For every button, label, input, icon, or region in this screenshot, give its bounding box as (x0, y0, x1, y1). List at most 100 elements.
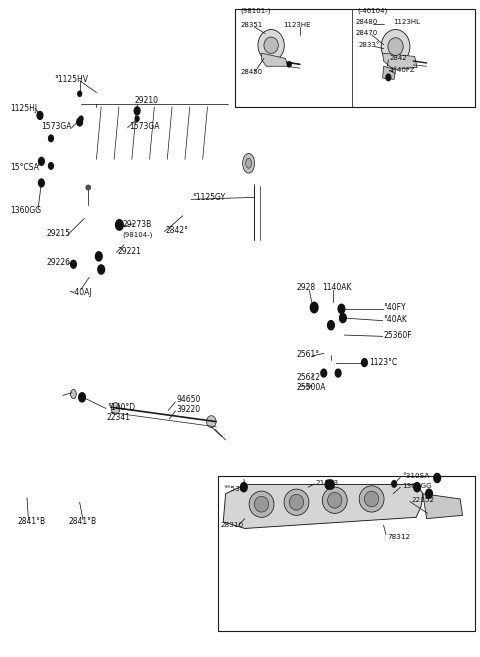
Ellipse shape (86, 185, 91, 190)
Circle shape (96, 252, 102, 261)
Polygon shape (84, 215, 94, 238)
Circle shape (288, 62, 291, 67)
Text: 29273B: 29273B (123, 220, 152, 229)
Text: 25612: 25612 (297, 373, 321, 382)
Ellipse shape (323, 487, 347, 513)
Circle shape (327, 321, 334, 330)
Ellipse shape (47, 131, 55, 146)
Ellipse shape (33, 395, 47, 409)
Circle shape (37, 112, 43, 120)
Ellipse shape (388, 37, 403, 55)
Text: 2842: 2842 (389, 55, 407, 61)
Text: 21133: 21133 (316, 480, 339, 486)
Text: 29210: 29210 (135, 96, 159, 105)
Polygon shape (29, 415, 52, 420)
Circle shape (338, 304, 345, 313)
Text: 2561°: 2561° (297, 350, 320, 359)
Ellipse shape (324, 339, 337, 357)
Polygon shape (325, 328, 336, 340)
Circle shape (327, 480, 334, 489)
Text: 94650: 94650 (177, 395, 201, 404)
Text: 15°CSA: 15°CSA (10, 164, 39, 172)
Text: 2833°: 2833° (359, 42, 380, 48)
Circle shape (426, 489, 432, 498)
Circle shape (414, 483, 420, 491)
Text: 2928: 2928 (297, 283, 316, 292)
Text: 29221: 29221 (118, 246, 142, 256)
Text: 25500A: 25500A (297, 383, 326, 392)
Text: 39220: 39220 (177, 405, 201, 415)
Ellipse shape (111, 403, 120, 415)
Ellipse shape (65, 472, 75, 489)
Text: (98104-): (98104-) (123, 231, 153, 238)
Text: 28480: 28480 (356, 19, 378, 26)
Bar (235, 9, 475, 107)
Ellipse shape (42, 469, 53, 487)
Circle shape (79, 116, 83, 122)
Circle shape (48, 135, 53, 142)
Ellipse shape (323, 356, 339, 369)
Circle shape (361, 359, 367, 367)
Polygon shape (306, 301, 338, 317)
Ellipse shape (284, 489, 309, 515)
Polygon shape (223, 484, 423, 528)
Text: 1123°C: 1123°C (369, 358, 397, 367)
Circle shape (240, 483, 247, 491)
Circle shape (38, 179, 44, 187)
Circle shape (434, 474, 441, 483)
Ellipse shape (324, 317, 338, 333)
Text: °°530°: °°530° (223, 486, 248, 492)
Polygon shape (62, 144, 239, 179)
Ellipse shape (264, 37, 278, 53)
Ellipse shape (258, 30, 284, 61)
Ellipse shape (323, 366, 339, 380)
Ellipse shape (359, 486, 384, 512)
Text: 1123HL: 1123HL (393, 19, 420, 26)
Polygon shape (91, 243, 108, 271)
Text: 28450: 28450 (241, 68, 263, 74)
Text: 1°40FZ: 1°40FZ (389, 66, 415, 72)
Text: 29215: 29215 (46, 229, 70, 238)
Text: 1140AK: 1140AK (323, 283, 352, 292)
Circle shape (321, 369, 326, 377)
Ellipse shape (242, 154, 254, 173)
Circle shape (38, 158, 44, 166)
Polygon shape (64, 106, 245, 165)
Circle shape (71, 260, 76, 268)
Text: 2842°: 2842° (166, 225, 189, 235)
Circle shape (79, 393, 85, 402)
Text: ~40AJ: ~40AJ (69, 288, 92, 297)
Circle shape (77, 118, 83, 126)
Text: 78312: 78312 (387, 534, 410, 540)
Text: 2841°B: 2841°B (17, 518, 46, 526)
Polygon shape (383, 66, 396, 79)
Ellipse shape (364, 491, 379, 507)
Text: 1360GG: 1360GG (402, 483, 432, 489)
Circle shape (98, 265, 105, 274)
Circle shape (135, 116, 139, 122)
Circle shape (386, 74, 391, 81)
Text: 22152: 22152 (411, 497, 434, 503)
Text: °40FY: °40FY (384, 303, 406, 312)
Ellipse shape (71, 390, 76, 399)
Polygon shape (11, 455, 110, 507)
Circle shape (339, 313, 346, 323)
Text: °40AK: °40AK (384, 315, 408, 324)
Circle shape (311, 302, 318, 313)
Text: 1123HE: 1123HE (283, 22, 311, 28)
Ellipse shape (206, 416, 216, 428)
Text: 1573GA: 1573GA (41, 122, 72, 131)
Ellipse shape (28, 389, 51, 415)
Circle shape (78, 91, 82, 97)
Text: °140°D: °140°D (107, 403, 135, 412)
Circle shape (134, 107, 140, 115)
Text: 1360GG: 1360GG (10, 206, 41, 215)
Circle shape (392, 481, 396, 487)
Text: 25360F: 25360F (384, 330, 412, 340)
Circle shape (116, 219, 123, 230)
Polygon shape (44, 116, 65, 160)
Polygon shape (234, 144, 260, 185)
Text: °1125HV: °1125HV (54, 75, 88, 84)
Text: (-40104): (-40104) (357, 8, 387, 14)
Ellipse shape (246, 158, 252, 168)
